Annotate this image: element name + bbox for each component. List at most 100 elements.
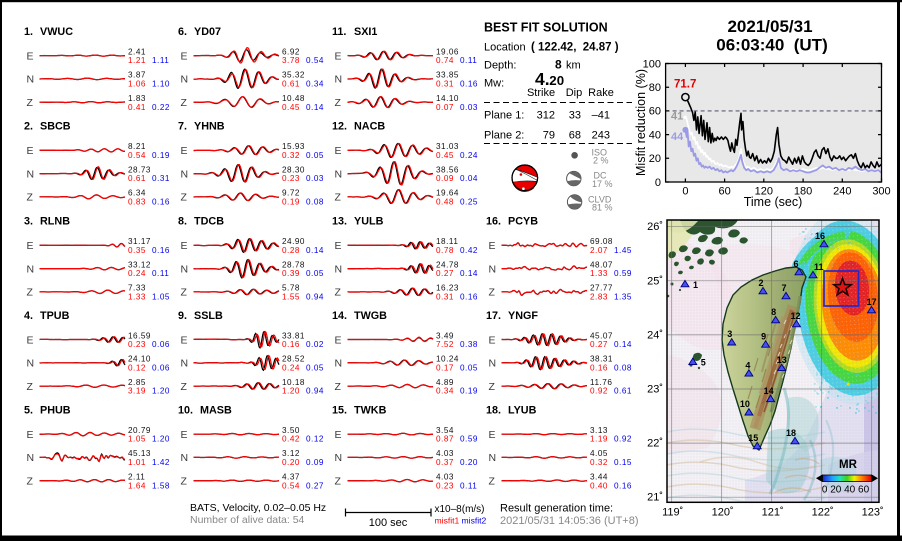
svg-text:0.31: 0.31 [436,293,454,302]
svg-text:18.: 18. [486,405,501,417]
svg-text:Z: Z [27,476,34,488]
svg-text:1.35: 1.35 [614,293,632,302]
svg-text:0.02: 0.02 [306,340,324,349]
svg-text:40: 40 [649,129,661,141]
svg-text:N: N [489,358,497,370]
svg-text:1: 1 [693,280,698,290]
svg-text:300: 300 [872,186,890,198]
svg-text:1.33: 1.33 [128,293,146,302]
svg-text:3.19: 3.19 [128,387,146,396]
svg-text:0.59: 0.59 [460,435,478,444]
svg-text:11: 11 [814,262,824,272]
svg-text:0.19: 0.19 [152,151,170,160]
svg-text:0.14: 0.14 [614,340,632,349]
svg-text:0.04: 0.04 [460,174,478,183]
svg-text:2.83: 2.83 [590,293,608,302]
svg-text:0.05: 0.05 [306,269,324,278]
svg-text:71.7: 71.7 [674,79,696,91]
svg-text:Plane 1:: Plane 1: [484,110,524,122]
svg-text:18: 18 [786,428,796,438]
svg-text:7.52: 7.52 [436,340,454,349]
svg-text:41: 41 [671,111,683,123]
svg-text:312: 312 [537,110,555,122]
svg-text:120˚: 120˚ [712,507,734,519]
svg-text:21˚: 21˚ [647,492,663,504]
svg-text:Z: Z [181,192,188,204]
svg-text:2.41: 2.41 [128,47,146,56]
svg-text:N: N [489,263,497,275]
svg-text:Z: Z [335,287,342,299]
svg-text:3.: 3. [24,216,33,228]
svg-text:0.07: 0.07 [436,103,454,112]
svg-text:1.64: 1.64 [128,481,146,490]
svg-text:27.77: 27.77 [590,284,613,293]
svg-text:PHUB: PHUB [40,405,71,417]
svg-text:0.16: 0.16 [590,363,608,372]
svg-text:0.03: 0.03 [306,174,324,183]
svg-text:6.92: 6.92 [282,47,300,56]
svg-text:26˚: 26˚ [647,221,663,233]
svg-text:0.48: 0.48 [436,198,454,207]
svg-text:Z: Z [181,287,188,299]
svg-text:123˚: 123˚ [862,507,884,519]
svg-text:E: E [335,240,342,252]
svg-text:E: E [27,429,34,441]
svg-text:0.11: 0.11 [460,481,477,490]
svg-text:0.08: 0.08 [614,363,632,372]
svg-text:2021/05/31 14:05:36 (UT+8): 2021/05/31 14:05:36 (UT+8) [500,515,639,527]
svg-text:0.27: 0.27 [590,340,608,349]
svg-text:Location: Location [484,42,526,54]
svg-text:8: 8 [555,58,562,72]
svg-text:119˚: 119˚ [662,507,683,519]
svg-text:0.61: 0.61 [282,80,300,89]
svg-text:0.23: 0.23 [436,481,454,490]
svg-text:E: E [27,50,34,62]
svg-text:Z: Z [181,381,188,393]
svg-text:Z: Z [27,381,34,393]
svg-text:N: N [335,452,343,464]
svg-text:SSLB: SSLB [194,310,223,322]
svg-text:N: N [335,263,343,275]
svg-text:8: 8 [771,307,776,317]
svg-text:33: 33 [569,110,581,122]
svg-text:33.12: 33.12 [128,260,151,269]
svg-text:243: 243 [592,130,610,142]
svg-text:1.06: 1.06 [128,80,146,89]
svg-text:0.39: 0.39 [282,269,300,278]
svg-text:0.40: 0.40 [590,481,608,490]
svg-text:N: N [335,168,343,180]
svg-text:12.: 12. [332,121,347,133]
svg-text:69.08: 69.08 [590,237,613,246]
svg-text:0.42: 0.42 [460,246,478,255]
svg-text:0.23: 0.23 [282,174,300,183]
svg-text:17.: 17. [486,310,501,322]
svg-text:Misfit reduction (%): Misfit reduction (%) [634,69,648,176]
svg-text:E: E [181,240,188,252]
svg-text:Strike: Strike [527,87,555,99]
svg-text:5: 5 [701,358,706,368]
svg-text:0.54: 0.54 [306,56,324,65]
svg-text:1.20: 1.20 [282,387,300,396]
svg-text:0.34: 0.34 [306,80,324,89]
svg-text:0 20 40 60: 0 20 40 60 [822,485,870,496]
svg-text:0.14: 0.14 [460,269,478,278]
svg-text:0.87: 0.87 [436,435,454,444]
svg-text:122˚: 122˚ [812,507,834,519]
svg-text:SBCB: SBCB [40,121,71,133]
svg-text:16.23: 16.23 [436,284,459,293]
svg-text:BEST FIT SOLUTION: BEST FIT SOLUTION [484,21,608,35]
svg-text:22˚: 22˚ [647,438,663,450]
svg-text:E: E [181,334,188,346]
svg-text:31.17: 31.17 [128,237,151,246]
svg-text:Number of alive data: 54: Number of alive data: 54 [190,514,305,526]
svg-text:3.12: 3.12 [282,449,300,458]
svg-text:15.93: 15.93 [282,142,305,151]
svg-text:0.17: 0.17 [436,363,454,372]
svg-text:1.42: 1.42 [152,458,170,467]
svg-text:N: N [27,263,35,275]
svg-text:7: 7 [781,283,786,293]
svg-text:E: E [335,429,342,441]
svg-text:13: 13 [777,355,787,365]
svg-text:x10–8(m/s): x10–8(m/s) [435,504,485,515]
svg-text:E: E [335,145,342,157]
